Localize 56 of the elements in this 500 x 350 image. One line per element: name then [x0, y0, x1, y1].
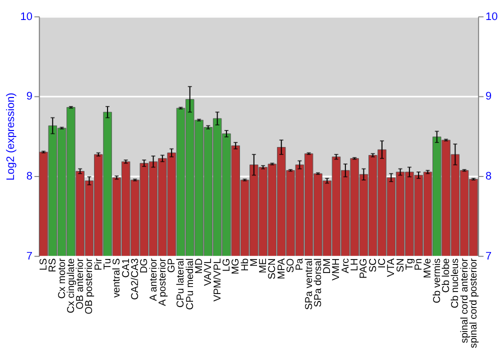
x-tick-label: Cx motor [56, 258, 68, 299]
x-tick-label: VTA [386, 258, 398, 277]
x-tick-label: CA2/CA3 [130, 258, 141, 300]
x-tick-label: CA1 [120, 258, 132, 278]
x-tick-label: M [248, 258, 260, 267]
x-tick-label: MG [230, 258, 242, 274]
x-tick-label: CPu medial [184, 258, 196, 310]
x-tick-label: VMH [331, 258, 342, 280]
y-tick-label: 10 [20, 10, 32, 23]
x-tick-label: Cb nucleus [450, 258, 462, 308]
x-tick-label: OB posterior [84, 258, 96, 314]
x-tick-label: CPu lateral [176, 258, 187, 308]
x-tick-label: VA/VL [203, 258, 214, 286]
x-tick-label: LH [350, 258, 361, 272]
x-tick-label: PAG [358, 258, 370, 279]
x-tick-label: Cx cingulate [66, 258, 77, 314]
x-tick-label: IC [376, 258, 388, 268]
y-tick-label: 7 [26, 250, 32, 262]
x-tick-label: Cb lobe [441, 258, 452, 293]
x-tick-label: Tu [102, 258, 114, 270]
x-tick-label: Cb vermis [432, 258, 443, 304]
x-tick-label: spinal cord posterior [468, 258, 480, 348]
x-tick-label: DM [322, 258, 334, 274]
x-tick-label: Arc [340, 258, 352, 274]
x-tick-label: Pn [414, 258, 425, 271]
x-tick-label: SPa ventral [304, 258, 315, 310]
y-tick-label: 8 [26, 170, 32, 182]
x-tick-label: SO [285, 258, 296, 273]
x-tick-label: OB anterior [75, 258, 86, 310]
x-tick-label: VPM/VPL [212, 258, 224, 302]
y2-tick-label: 9 [486, 90, 492, 103]
y2-tick-label: 8 [486, 170, 492, 182]
x-tick-label: RS [48, 258, 59, 272]
y-tick-label: 9 [26, 90, 32, 103]
x-tick-label: MVe [422, 258, 434, 278]
x-tick-label: Pa [294, 258, 306, 271]
x-tick-label: GP [166, 258, 178, 273]
x-tick-label: Tg [404, 258, 416, 270]
x-tick-label: MPA [276, 258, 288, 280]
x-tick-label: LG [221, 258, 232, 272]
x-tick-label: SCN [267, 258, 278, 280]
x-tick-label: A anterior [148, 258, 160, 302]
y-axis-title: Log2 (expression) [5, 92, 18, 180]
x-tick-label: ME [258, 258, 270, 274]
x-tick-label: SC [368, 258, 379, 272]
x-tick-label: spinal cord anterior [459, 258, 470, 344]
x-tick-label: A posterior [157, 258, 168, 306]
x-tick-label: Hb [240, 258, 251, 272]
x-tick-label: Pir [93, 258, 104, 271]
y2-tick-label: 7 [486, 250, 492, 262]
x-tick-label: ventral S [112, 258, 123, 298]
y2-tick-label: 10 [486, 10, 498, 23]
x-tick-label: DG [139, 258, 150, 274]
x-tick-label: SN [395, 258, 406, 272]
x-tick-label: LS [38, 258, 50, 271]
x-tick-label: SPa dorsal [312, 258, 324, 308]
